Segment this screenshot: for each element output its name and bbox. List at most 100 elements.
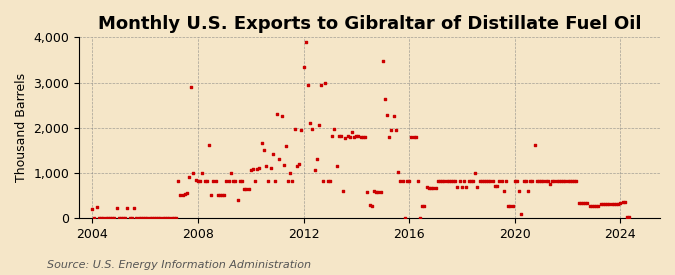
Point xyxy=(261,164,271,168)
Point xyxy=(256,141,267,146)
Point xyxy=(346,130,357,134)
Point xyxy=(146,216,157,220)
Point xyxy=(400,216,410,220)
Point xyxy=(379,97,390,101)
Point xyxy=(215,193,225,198)
Point xyxy=(126,216,137,220)
Point xyxy=(335,134,346,138)
Point xyxy=(456,185,467,189)
Point xyxy=(470,171,481,175)
Point xyxy=(475,179,485,183)
Point xyxy=(439,179,450,183)
Point xyxy=(221,179,232,183)
Point xyxy=(173,179,184,183)
Point xyxy=(157,216,168,220)
Point xyxy=(178,193,188,198)
Point xyxy=(575,201,586,205)
Point xyxy=(578,201,589,205)
Point xyxy=(597,202,608,206)
Point xyxy=(448,179,459,183)
Point xyxy=(487,179,498,183)
Point xyxy=(485,179,496,183)
Point xyxy=(111,205,122,210)
Point xyxy=(327,134,338,138)
Point xyxy=(402,179,412,183)
Point xyxy=(377,59,388,63)
Point xyxy=(194,179,205,183)
Point xyxy=(481,179,491,183)
Point xyxy=(604,202,615,206)
Point xyxy=(569,179,580,183)
Point xyxy=(501,179,512,183)
Point xyxy=(204,143,215,147)
Point xyxy=(446,179,456,183)
Point xyxy=(551,179,562,183)
Point xyxy=(155,216,166,220)
Point xyxy=(421,185,432,189)
Point xyxy=(302,82,313,87)
Point xyxy=(529,143,540,147)
Point xyxy=(463,179,474,183)
Point xyxy=(219,193,230,198)
Point xyxy=(344,134,355,139)
Point xyxy=(602,202,613,206)
Point xyxy=(432,179,443,183)
Point xyxy=(246,167,256,172)
Point xyxy=(259,148,269,152)
Point xyxy=(562,179,573,183)
Point xyxy=(276,114,287,119)
Point xyxy=(393,170,404,174)
Point xyxy=(269,179,280,183)
Point xyxy=(129,206,140,210)
Point xyxy=(281,144,292,148)
Point xyxy=(252,167,263,171)
Point xyxy=(589,204,599,208)
Point xyxy=(620,200,630,204)
Point xyxy=(435,179,446,183)
Point xyxy=(410,134,421,139)
Point xyxy=(531,179,542,183)
Point xyxy=(320,80,331,85)
Point xyxy=(428,186,439,190)
Point xyxy=(408,134,419,139)
Point xyxy=(153,216,164,220)
Point xyxy=(267,152,278,156)
Point xyxy=(338,189,348,193)
Point xyxy=(426,186,437,190)
Point xyxy=(608,202,619,206)
Point xyxy=(367,204,377,208)
Point xyxy=(118,216,129,220)
Point xyxy=(556,179,566,183)
Point xyxy=(430,186,441,190)
Point xyxy=(599,202,610,206)
Point xyxy=(560,179,571,183)
Point xyxy=(524,179,535,183)
Point xyxy=(461,185,472,189)
Point xyxy=(230,179,241,183)
Point xyxy=(510,179,520,183)
Point xyxy=(582,201,593,205)
Point xyxy=(311,157,322,161)
Point xyxy=(131,216,142,220)
Point xyxy=(290,126,300,131)
Point xyxy=(151,216,161,220)
Point xyxy=(140,216,151,220)
Point xyxy=(465,179,476,183)
Point xyxy=(307,126,318,131)
Point xyxy=(391,128,402,132)
Point xyxy=(166,216,177,220)
Point xyxy=(298,65,309,69)
Point xyxy=(554,179,564,183)
Point xyxy=(316,82,327,87)
Point xyxy=(162,216,173,220)
Point xyxy=(87,207,98,211)
Point xyxy=(622,214,632,219)
Point xyxy=(199,178,210,183)
Point xyxy=(505,204,516,208)
Point xyxy=(593,204,604,208)
Point xyxy=(278,163,289,167)
Point xyxy=(419,204,430,208)
Point xyxy=(454,179,465,183)
Point xyxy=(232,198,243,202)
Point xyxy=(234,179,245,183)
